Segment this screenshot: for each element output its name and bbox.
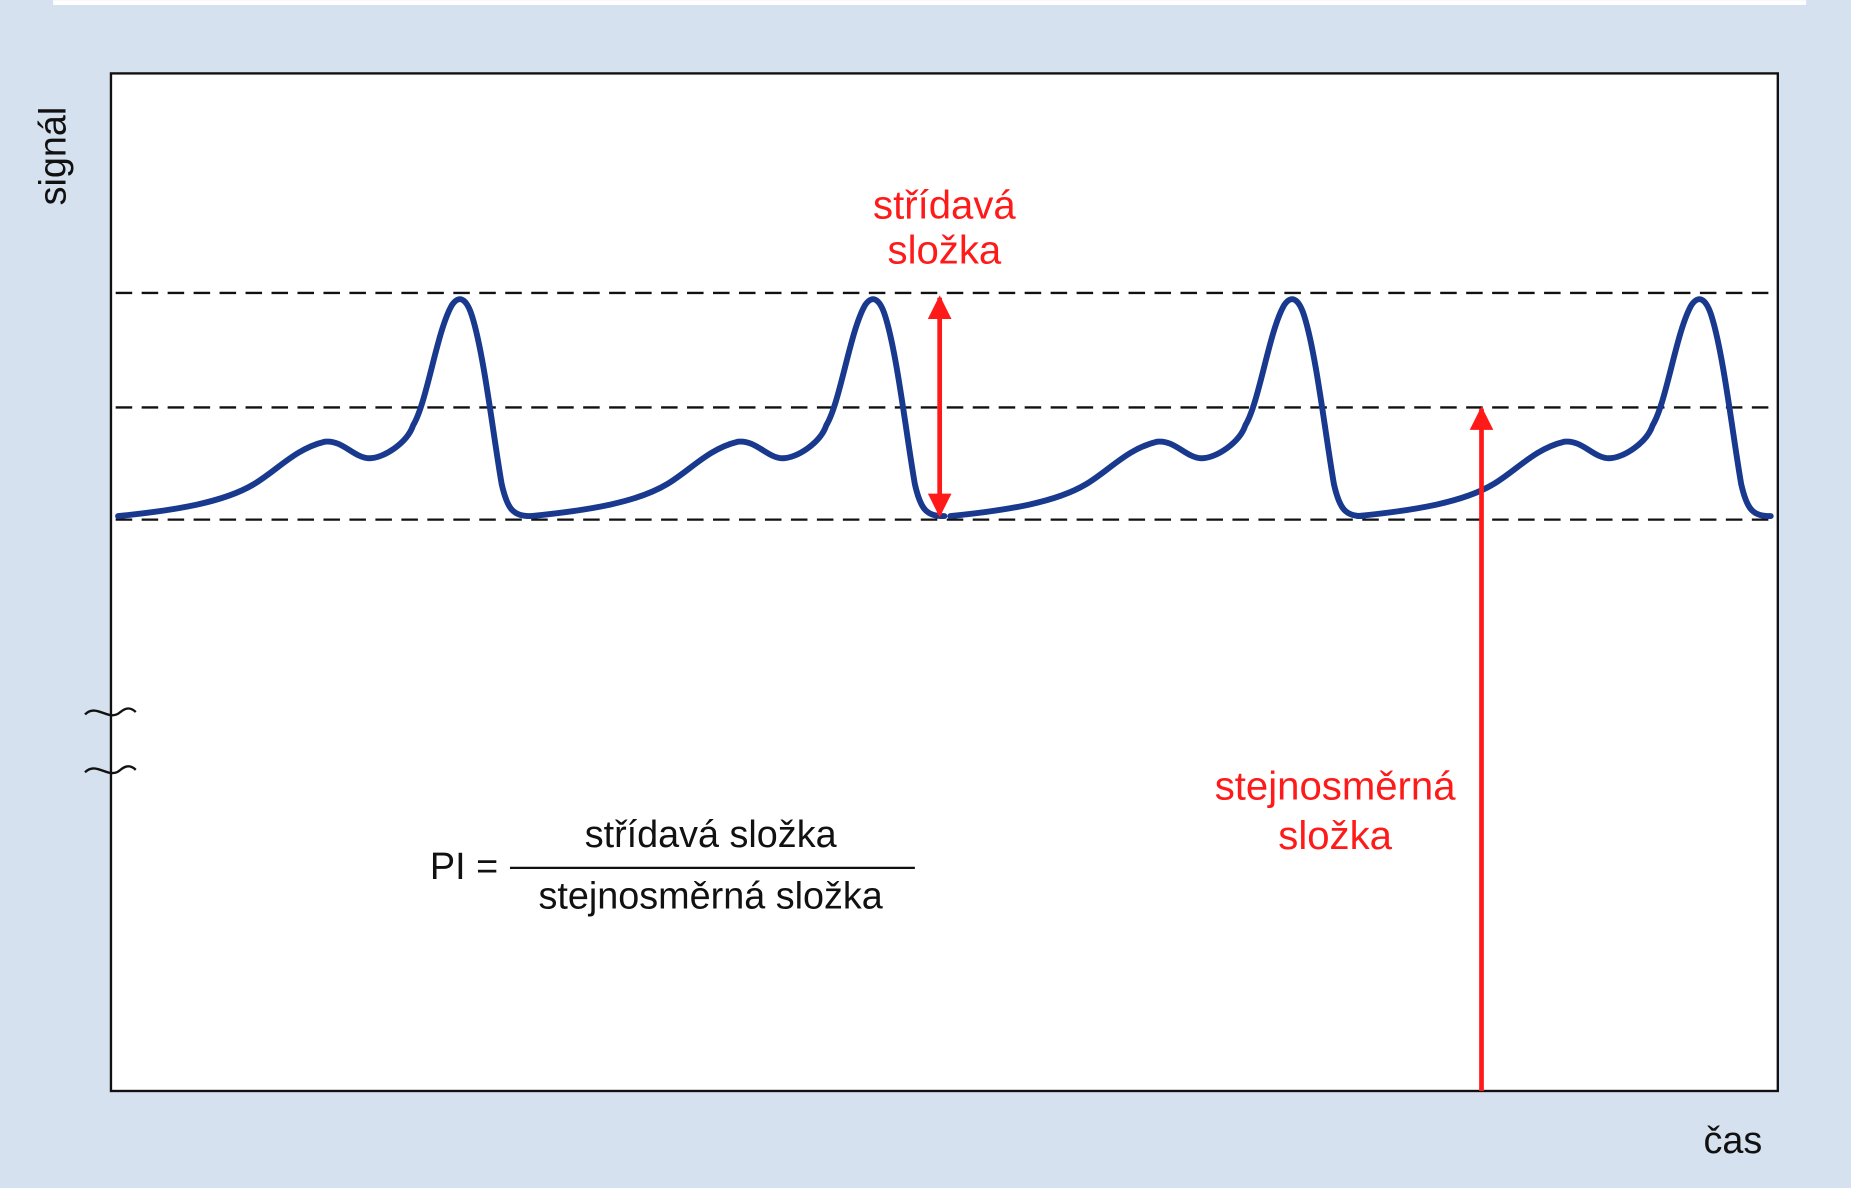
annotation: střídavá	[873, 183, 1016, 228]
annotation: složka	[1278, 813, 1392, 858]
y-axis-label: signál	[32, 107, 74, 206]
formula-lhs: PI =	[430, 846, 498, 888]
formula-denominator: stejnosměrná složka	[539, 876, 883, 918]
formula-numerator: střídavá složka	[585, 814, 837, 856]
plot-area	[109, 72, 1779, 1093]
top-strip	[53, 0, 1807, 5]
annotation: stejnosměrná	[1215, 763, 1457, 808]
x-axis-label: čas	[1704, 1120, 1763, 1162]
axis-break	[84, 707, 137, 717]
axis-break	[84, 765, 137, 775]
annotation: složka	[888, 227, 1002, 272]
